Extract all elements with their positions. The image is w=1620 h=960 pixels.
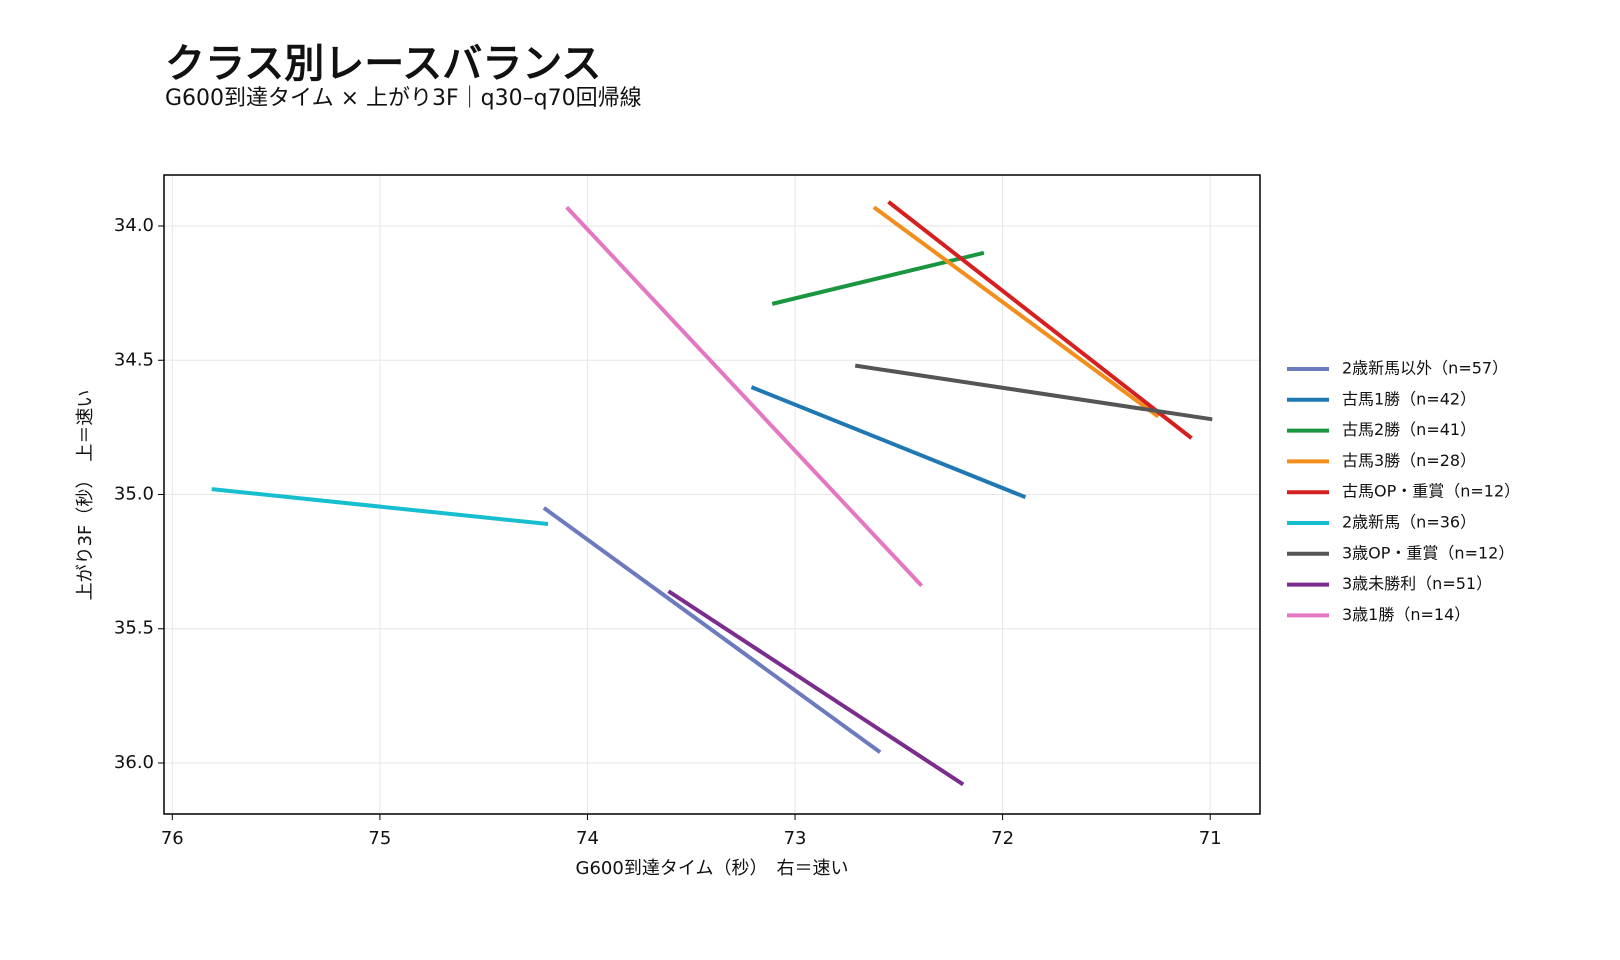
series-line — [887, 200, 1193, 440]
y-tick-label: 36.0 — [114, 752, 154, 773]
y-tick-label: 34.5 — [114, 349, 154, 370]
legend-label: 古馬3勝（n=28） — [1342, 451, 1476, 470]
series-line — [542, 506, 882, 754]
legend-label: 2歳新馬以外（n=57） — [1342, 359, 1508, 378]
y-tick-label: 34.0 — [114, 215, 154, 236]
series-line — [854, 363, 1213, 422]
x-tick-label: 72 — [991, 828, 1014, 849]
series-line — [771, 250, 985, 306]
legend-label: 古馬2勝（n=41） — [1342, 420, 1476, 439]
x-tick-label: 74 — [576, 828, 599, 849]
series-line — [750, 385, 1027, 500]
x-tick-label: 75 — [368, 828, 391, 849]
series-line — [872, 205, 1160, 419]
y-tick-label: 35.0 — [114, 484, 154, 505]
x-tick-label: 71 — [1199, 828, 1222, 849]
x-tick-label: 76 — [161, 828, 184, 849]
legend-label: 2歳新馬（n=36） — [1342, 513, 1476, 532]
legend-label: 古馬1勝（n=42） — [1342, 389, 1476, 408]
chart-title: クラス別レースバランス — [165, 41, 601, 87]
legend-label: 3歳1勝（n=14） — [1342, 605, 1470, 624]
legend-label: 3歳未勝利（n=51） — [1342, 574, 1492, 593]
x-tick-label: 73 — [784, 828, 807, 849]
legend-label: 3歳OP・重賞（n=12） — [1342, 543, 1514, 562]
chart-subtitle: G600到達タイム × 上がり3F｜q30–q70回帰線 — [165, 86, 642, 111]
series-line — [667, 589, 965, 787]
x-axis-label: G600到達タイム（秒） 右＝速い — [576, 858, 849, 879]
legend-label: 古馬OP・重賞（n=12） — [1342, 482, 1520, 501]
series-line — [565, 205, 924, 588]
series-line — [211, 487, 549, 527]
plot-frame — [163, 174, 1261, 815]
y-axis-label: 上がり3F（秒） 上＝速い — [75, 390, 96, 601]
y-tick-label: 35.5 — [114, 618, 154, 639]
